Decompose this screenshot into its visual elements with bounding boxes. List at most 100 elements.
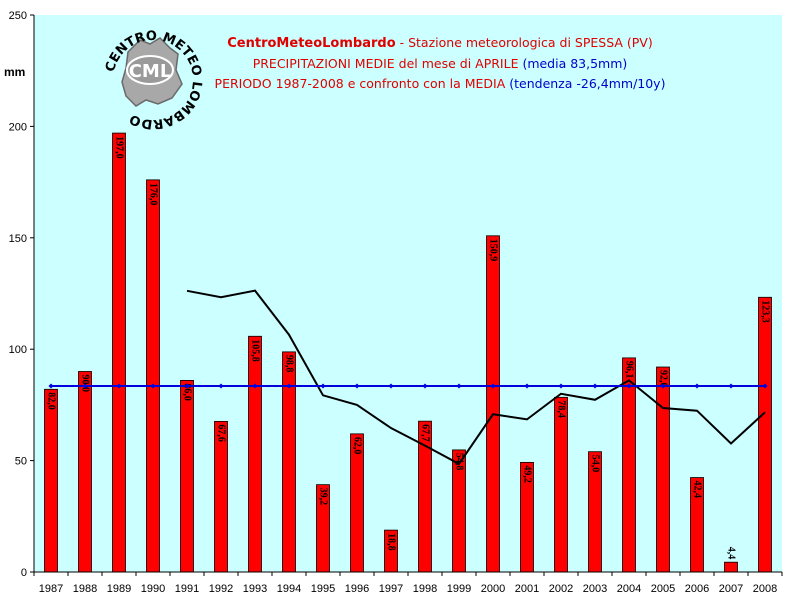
title-line-3: PERIODO 1987-2008 e confronto con la MED… — [215, 76, 666, 91]
bar-label-2002: 78,4 — [556, 400, 567, 418]
x-tick-label-2004: 2004 — [617, 583, 641, 595]
title-part: PRECIPITAZIONI MEDIE del mese di APRILE — [253, 56, 519, 71]
mean-point-1988 — [82, 383, 88, 389]
mean-point-2003 — [592, 383, 598, 389]
mean-point-1991 — [184, 383, 190, 389]
mean-point-1997 — [388, 383, 394, 389]
bar-2005 — [656, 366, 670, 573]
y-tick-label: 150 — [9, 233, 27, 245]
x-tick-label-1991: 1991 — [175, 583, 199, 595]
x-tick-label-1995: 1995 — [311, 583, 335, 595]
bar-label-1993: 105,8 — [250, 339, 261, 362]
x-tick-label-2002: 2002 — [549, 583, 573, 595]
bar-label-1997: 18,8 — [386, 533, 397, 551]
bar-label-2007: 4,4 — [726, 547, 737, 560]
x-tick-label-2008: 2008 — [753, 583, 777, 595]
bar-2004 — [622, 357, 636, 573]
bar-label-2006: 42,4 — [692, 481, 703, 499]
mean-point-1987 — [48, 383, 54, 389]
mean-point-1994 — [286, 383, 292, 389]
moving-average-line — [186, 289, 766, 466]
bar-label-2001: 49,2 — [522, 465, 533, 483]
mean-point-1998 — [422, 383, 428, 389]
mean-point-2007 — [728, 383, 734, 389]
y-tick-label: 0 — [21, 567, 27, 579]
mean-point-1995 — [320, 383, 326, 389]
title-part: (tendenza -26,4mm/10y) — [505, 76, 665, 91]
bar-label-2008: 123,3 — [760, 300, 771, 323]
mean-point-1992 — [218, 383, 224, 389]
mean-point-2004 — [626, 383, 632, 389]
y-tick-label: 50 — [15, 456, 27, 468]
mean-point-2005 — [660, 383, 666, 389]
bar-label-1996: 62,0 — [352, 437, 363, 455]
chart-title: CentroMeteoLombardo - Stazione meteorolo… — [215, 35, 666, 91]
logo-badge-text: CML — [129, 61, 172, 82]
bar-1996 — [350, 433, 364, 573]
bar-label-1990: 176,0 — [148, 183, 159, 206]
mean-point-2000 — [490, 383, 496, 389]
bar-2007 — [724, 561, 738, 573]
title-part: CentroMeteoLombardo — [227, 36, 395, 51]
x-tick-label-1987: 1987 — [39, 583, 63, 595]
mean-point-1989 — [116, 383, 122, 389]
title-line-2: PRECIPITAZIONI MEDIE del mese di APRILE … — [253, 56, 628, 71]
bar-label-2003: 54,0 — [590, 455, 601, 473]
bar-label-1987: 82,0 — [46, 392, 57, 410]
bar-1989 — [112, 132, 126, 573]
x-tick-label-2006: 2006 — [685, 583, 709, 595]
mean-point-2008 — [762, 383, 768, 389]
bar-label-1988: 90,0 — [80, 374, 91, 392]
bar-label-1998: 67,7 — [420, 424, 431, 442]
bar-2002 — [554, 396, 568, 573]
x-tick-label-1998: 1998 — [413, 583, 437, 595]
bar-2008 — [758, 296, 772, 573]
mean-point-2001 — [524, 383, 530, 389]
bar-label-1989: 197,0 — [114, 136, 125, 159]
bar-1987 — [44, 388, 58, 573]
x-tick-label-1999: 1999 — [447, 583, 471, 595]
bar-1993 — [248, 335, 262, 573]
bar-1988 — [78, 371, 92, 573]
bar-1990 — [146, 179, 160, 573]
title-part: - Stazione meteorologica di SPESSA (PV) — [396, 35, 653, 50]
x-tick-label-1992: 1992 — [209, 583, 233, 595]
x-tick-label-2001: 2001 — [515, 583, 539, 595]
bar-label-1999: 54,8 — [454, 453, 465, 471]
title-line-1: CentroMeteoLombardo - Stazione meteorolo… — [227, 35, 652, 51]
bar-label-1992: 67,6 — [216, 424, 227, 442]
mean-point-1996 — [354, 383, 360, 389]
bar-label-1994: 98,8 — [284, 355, 295, 373]
bar-1991 — [180, 379, 194, 573]
mean-point-1990 — [150, 383, 156, 389]
axes: 0 50 100 150 200 250 1987 1988 1989 1990 1991 1992 1… — [4, 10, 783, 595]
line-series — [48, 289, 768, 466]
y-tick-label: 200 — [9, 121, 27, 133]
x-tick-label-2000: 2000 — [481, 583, 505, 595]
bar-label-1995: 39,2 — [318, 488, 329, 506]
y-tick-label: 100 — [9, 344, 27, 356]
mean-point-1999 — [456, 383, 462, 389]
mean-point-2002 — [558, 383, 564, 389]
bar-2000 — [486, 235, 500, 573]
x-tick-label-2005: 2005 — [651, 583, 675, 595]
x-tick-label-1996: 1996 — [345, 583, 369, 595]
y-tick-label: 250 — [9, 10, 27, 22]
bar-label-2005: 92,0 — [658, 370, 669, 388]
x-tick-label-1994: 1994 — [277, 583, 301, 595]
bar-label-2004: 96,1 — [624, 361, 635, 379]
mean-point-1993 — [252, 383, 258, 389]
logo-badge — [126, 55, 174, 85]
x-tick-label-1997: 1997 — [379, 583, 403, 595]
bar-label-1991: 86,0 — [182, 383, 193, 401]
mean-point-2006 — [694, 383, 700, 389]
x-tick-label-1993: 1993 — [243, 583, 267, 595]
y-axis-label: mm — [4, 65, 25, 79]
title-part: PERIODO 1987-2008 e confronto con la MED… — [215, 76, 506, 91]
x-tick-label-1989: 1989 — [107, 583, 131, 595]
x-tick-label-2003: 2003 — [583, 583, 607, 595]
bar-1992 — [214, 420, 228, 573]
x-tick-label-1988: 1988 — [73, 583, 97, 595]
x-tick-label-2007: 2007 — [719, 583, 743, 595]
